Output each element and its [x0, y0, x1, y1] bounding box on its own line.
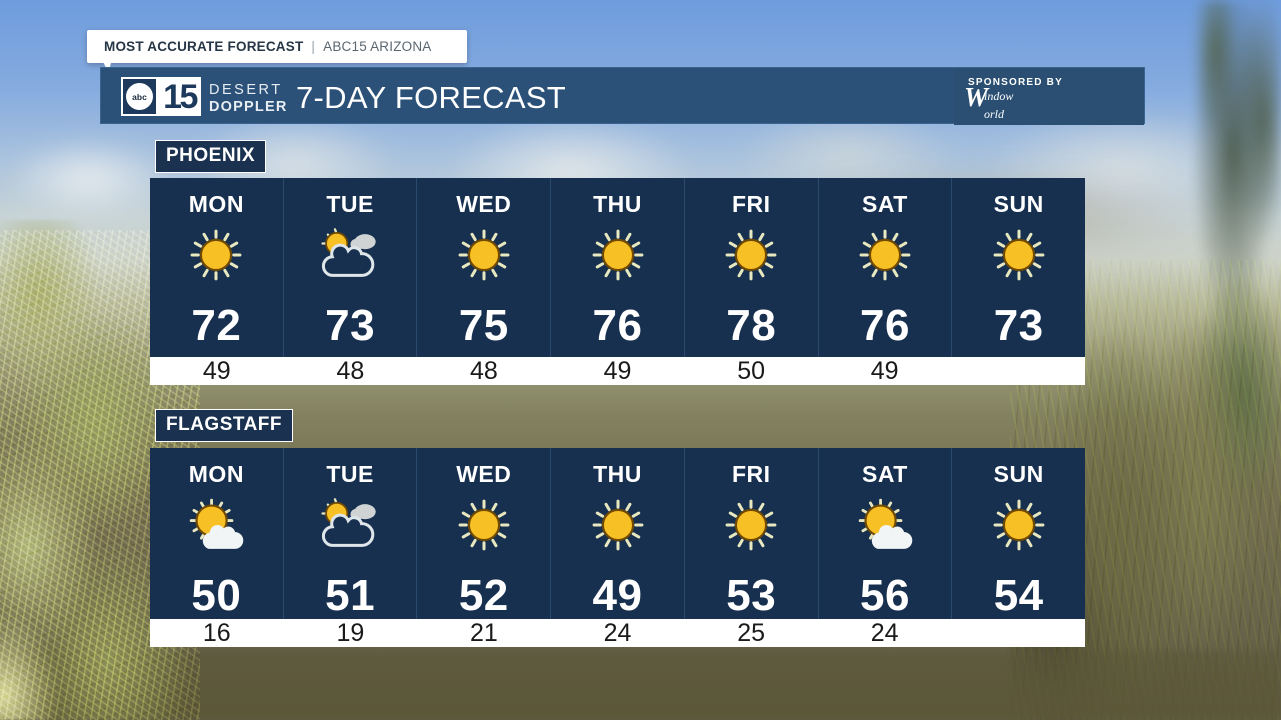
svg-text:orld: orld: [984, 107, 1005, 121]
svg-text:indow: indow: [984, 89, 1013, 103]
